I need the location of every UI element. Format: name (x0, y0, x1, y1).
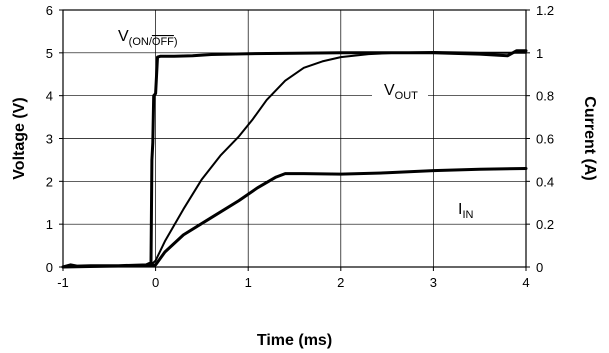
x-tick-label: -1 (57, 275, 69, 290)
y-left-tick-label: 2 (46, 174, 53, 189)
annotation-v-out-sub: OUT (395, 90, 419, 102)
x-tick-label: 2 (337, 275, 344, 290)
y-right-tick-label: 1 (536, 46, 543, 61)
x-tick-label: 1 (245, 275, 252, 290)
y-right-tick-label: 0.2 (536, 217, 554, 232)
y-left-tick-label: 5 (46, 46, 53, 61)
grid (62, 9, 527, 268)
series-i-in (61, 167, 528, 269)
y-left-tick-label: 1 (46, 217, 53, 232)
annotation-i-in-base: I (458, 201, 462, 218)
y-right-tick-label: 0.4 (536, 174, 554, 189)
y-left-tick-label: 6 (46, 3, 53, 18)
y-left-tick-label: 3 (46, 132, 53, 147)
annotation-v-on-off-sub-open: (ON/ (129, 36, 153, 48)
y-right-tick-label: 0 (536, 260, 543, 275)
x-axis-label: Time (ms) (257, 332, 332, 349)
y-right-tick-label: 0.6 (536, 132, 554, 147)
annotation-v-on-off-sub-bar: OFF (152, 36, 174, 48)
y-axis-right-label: Current (A) (581, 96, 598, 180)
y-right-tick-label: 0.8 (536, 89, 554, 104)
x-tick-label: 3 (430, 275, 437, 290)
annotation-v-on-off: V(ON/OFF) (118, 28, 178, 48)
series-v-on-off (61, 49, 528, 269)
annotation-v-on-off-base: V (118, 28, 129, 45)
series-group (61, 49, 528, 269)
series-v-out (62, 51, 527, 268)
x-tick-label: 4 (522, 275, 529, 290)
y-axis-left-label: Voltage (V) (11, 97, 28, 179)
annotation-i-in: IIN (458, 201, 474, 221)
annotation-v-out-base: V (384, 82, 395, 99)
annotation-v-out-background (372, 78, 428, 102)
annotation-i-in-sub: IN (462, 209, 473, 221)
annotation-v-out: VOUT (384, 82, 418, 102)
y-right-tick-label: 1.2 (536, 3, 554, 18)
y-left-tick-label: 0 (46, 260, 53, 275)
x-tick-label: 0 (152, 275, 159, 290)
annotation-v-on-off-sub-close: ) (174, 36, 178, 48)
y-left-tick-label: 4 (46, 89, 53, 104)
